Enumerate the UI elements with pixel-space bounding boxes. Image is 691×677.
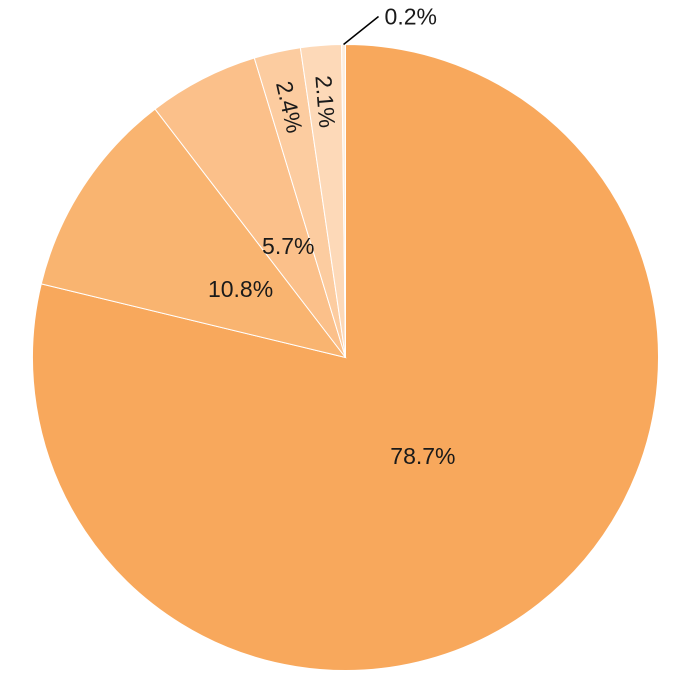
slice-label: 0.2% — [385, 4, 437, 30]
slice-label: 5.7% — [262, 233, 314, 259]
leader-line — [343, 15, 379, 46]
slice-label: 10.8% — [208, 276, 273, 302]
pie-slice — [32, 43, 659, 671]
slice-label: 78.7% — [390, 443, 455, 469]
pie-slice — [40, 108, 347, 359]
slice-label: 2.1% — [310, 74, 340, 128]
pie-slices — [32, 43, 659, 671]
